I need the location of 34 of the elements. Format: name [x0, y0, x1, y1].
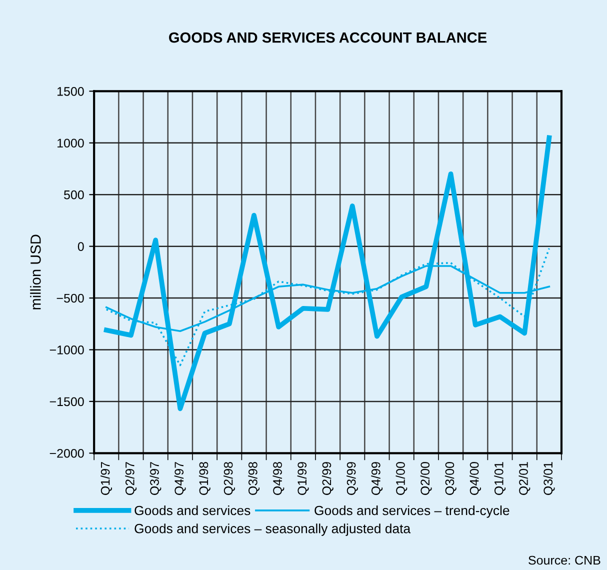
- source-note: Source: CNB: [528, 556, 600, 565]
- x-tick-label: Q2/01: [518, 462, 530, 495]
- x-tick-label: Q1/01: [494, 462, 506, 495]
- x-tick-label: Q4/98: [272, 462, 284, 495]
- x-tick-label: Q1/98: [198, 462, 210, 495]
- line-series: [104, 135, 552, 412]
- y-tick-label: −500: [56, 294, 84, 303]
- x-tick-label: Q3/01: [543, 462, 555, 495]
- x-tick-label: Q1/00: [396, 462, 408, 495]
- x-tick-label: Q2/97: [125, 462, 137, 495]
- y-tick-label: −1000: [50, 346, 84, 354]
- x-tick-label: Q1/99: [297, 462, 309, 495]
- legend-label: Goods and services: [134, 505, 250, 516]
- legend-label: Goods and services – trend-cycle: [314, 505, 510, 518]
- y-tick-label: 1000: [58, 138, 84, 148]
- y-tick-label: −2000: [50, 448, 84, 458]
- y-tick-label: 0: [78, 242, 84, 251]
- x-tick-label: Q1/97: [100, 462, 112, 495]
- x-tick-label: Q2/98: [224, 462, 235, 495]
- x-tick-label: Q4/00: [470, 462, 481, 495]
- x-tick-label: Q3/99: [346, 462, 358, 495]
- x-tick-label: Q3/97: [150, 462, 162, 495]
- x-tick-label: Q3/98: [248, 462, 260, 495]
- y-tick-label: −1500: [50, 397, 84, 406]
- y-tick-label: 500: [64, 190, 84, 200]
- y-tick-label: 1500: [58, 87, 84, 96]
- chart-title: GOODS AND SERVICES ACCOUNT BALANCE: [169, 32, 487, 43]
- x-tick-label: Q4/97: [174, 462, 186, 495]
- x-tick-label: Q4/99: [371, 462, 383, 495]
- x-tick-label: Q2/00: [420, 462, 432, 495]
- y-axis-title: million USD: [30, 234, 41, 310]
- legend-label: Goods and services – seasonally adjusted data: [134, 524, 411, 536]
- x-tick-label: Q2/99: [322, 462, 334, 495]
- x-tick-label: Q3/00: [444, 462, 456, 495]
